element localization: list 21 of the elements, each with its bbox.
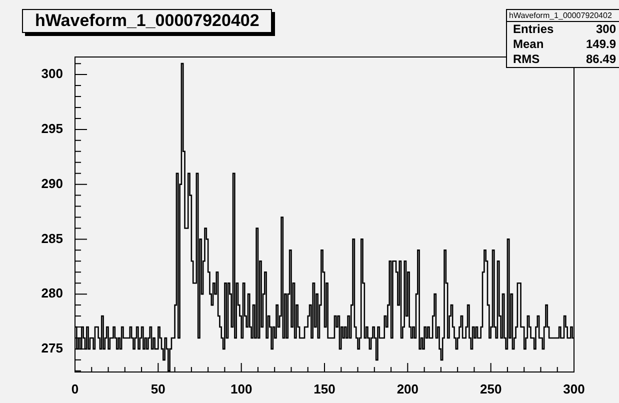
x-tick-label: 50: [150, 381, 166, 396]
text: Mean: [513, 37, 544, 52]
x-tick-label: 250: [480, 381, 502, 396]
y-tick-label: 300: [41, 66, 63, 82]
x-tick-label: 300: [563, 381, 585, 396]
y-tick-label: 280: [41, 286, 63, 301]
text: 86.49: [586, 52, 616, 67]
text: 149.9: [586, 37, 616, 52]
y-tick-label: 285: [41, 230, 63, 246]
y-tick-label: 275: [41, 340, 63, 356]
x-tick-label: 0: [71, 381, 79, 396]
x-tick-label: 200: [396, 381, 419, 396]
annotation: RMS: [513, 52, 540, 67]
chart-title: hWaveform_1_00007920402: [22, 9, 272, 33]
y-tick-label: 295: [41, 121, 63, 136]
text: Entries: [513, 22, 554, 37]
y-tick-label: 290: [41, 176, 63, 191]
x-tick-label: 100: [230, 381, 252, 396]
x-tick-label: 150: [314, 381, 336, 396]
text: hWaveform_1_00007920402: [507, 10, 619, 22]
text: 300: [596, 22, 616, 37]
